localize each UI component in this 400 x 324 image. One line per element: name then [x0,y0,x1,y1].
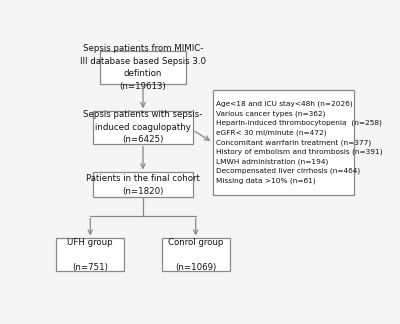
Text: Conrol group

(n=1069): Conrol group (n=1069) [168,238,223,272]
FancyBboxPatch shape [94,111,193,144]
FancyBboxPatch shape [162,238,230,271]
FancyBboxPatch shape [94,172,193,197]
Text: UFH group

(n=751): UFH group (n=751) [68,238,113,272]
Text: Sepsis patients with sepsis-
induced coagulopathy
(n=6425): Sepsis patients with sepsis- induced coa… [83,110,203,145]
FancyBboxPatch shape [100,51,186,84]
Text: Age<18 and ICU stay<48h (n=2026)
Various cancer types (n=362)
Heparin-induced th: Age<18 and ICU stay<48h (n=2026) Various… [216,101,383,184]
FancyBboxPatch shape [56,238,124,271]
Text: Patients in the final cohort
(n=1820): Patients in the final cohort (n=1820) [86,174,200,196]
FancyBboxPatch shape [213,90,354,195]
Text: Sepsis patients from MIMIC-
III database based Sepsis 3.0
defintion
(n=19613): Sepsis patients from MIMIC- III database… [80,44,206,91]
